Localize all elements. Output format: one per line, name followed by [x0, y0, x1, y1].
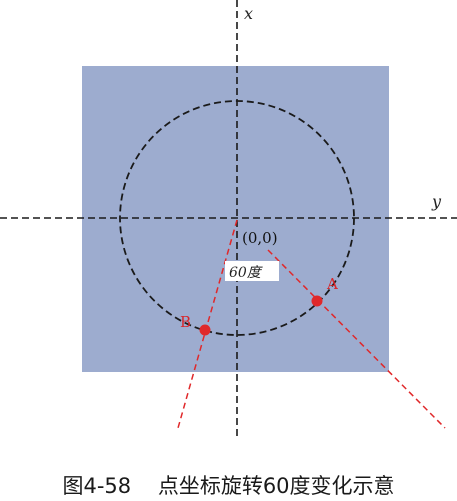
y-axis-label: y: [431, 192, 442, 211]
point-b-label: B: [180, 313, 191, 331]
point-a-marker: [311, 295, 323, 307]
ray-to-point-b: [177, 219, 238, 429]
x-axis-label: x: [244, 4, 253, 23]
square-region: [82, 66, 389, 372]
angle-label-background: [225, 261, 279, 281]
rotation-angle-label: 60度: [229, 265, 263, 281]
ray-to-point-a: [267, 249, 446, 429]
figure-caption: 图4-58 点坐标旋转60度变化示意: [62, 474, 395, 498]
origin-label: (0,0): [242, 229, 278, 247]
point-a-label: A: [326, 275, 338, 293]
point-b-marker: [199, 324, 211, 336]
